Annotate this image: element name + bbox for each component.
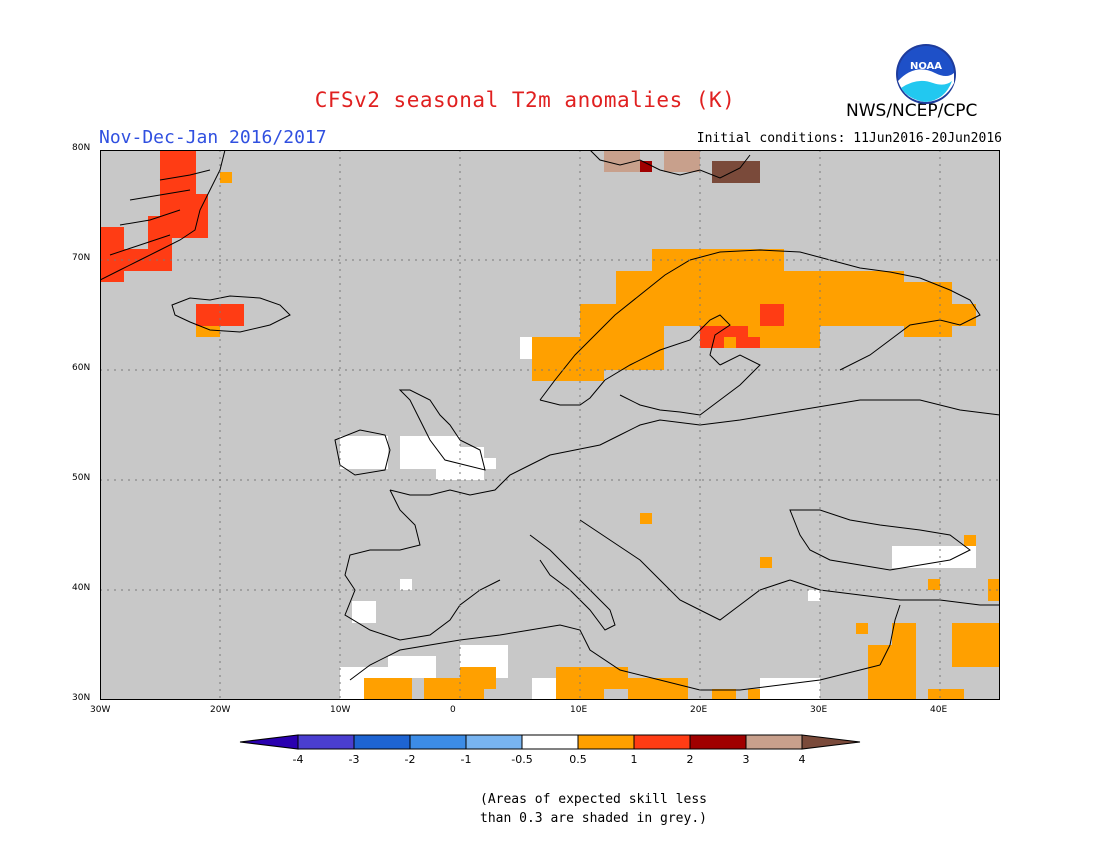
anomaly-cell: [664, 150, 700, 172]
lon-tick-label: 20E: [690, 705, 708, 715]
anomaly-cell: [964, 535, 976, 546]
anomaly-cell: [388, 656, 436, 678]
colorbar-segment: [745, 734, 803, 750]
lat-tick-label: 50N: [72, 473, 91, 483]
anomaly-cell: [640, 513, 652, 524]
noaa-logo-icon: NOAA: [895, 43, 957, 109]
colorbar: -4 -3 -2 -1 -0.5 0.5 1 2 3 4: [238, 733, 868, 777]
anomaly-cell: [760, 304, 784, 326]
map-title: CFSv2 seasonal T2m anomalies (K): [314, 88, 736, 112]
agency-label: NWS/NCEP/CPC: [846, 101, 978, 121]
colorbar-segment: [521, 734, 579, 750]
colorbar-segment: [353, 734, 411, 750]
anomaly-cell: [892, 623, 916, 678]
anomaly-cell: [808, 590, 820, 601]
lat-tick-label: 60N: [72, 363, 91, 373]
colorbar-tick-label: -3: [349, 753, 360, 766]
colorbar-tick-label: -2: [405, 753, 416, 766]
anomaly-cell: [628, 678, 688, 700]
colorbar-tick-label: -0.5: [511, 753, 532, 766]
anomaly-cell: [196, 304, 244, 326]
lat-tick-label: 40N: [72, 583, 91, 593]
anomaly-cell: [724, 326, 748, 337]
map-background: [100, 150, 1000, 700]
anomaly-map: [99, 149, 1001, 704]
anomaly-cell: [712, 161, 760, 183]
anomaly-cell: [856, 623, 868, 634]
forecast-period: Nov-Dec-Jan 2016/2017: [99, 127, 327, 148]
anomaly-cell: [460, 667, 496, 689]
lon-tick-label: 40E: [930, 705, 948, 715]
anomaly-cell: [196, 326, 220, 337]
colorbar-segment: [633, 734, 691, 750]
anomaly-cell: [892, 546, 976, 568]
colorbar-segment: [689, 734, 747, 750]
colorbar-tick-label: 3: [743, 753, 750, 766]
colorbar-min-triangle: [239, 734, 299, 750]
anomaly-cell: [532, 678, 556, 700]
anomaly-cell: [928, 689, 964, 700]
map-canvas: [99, 149, 1001, 701]
lon-tick-label: 10W: [330, 705, 351, 715]
anomaly-cell: [400, 579, 412, 590]
anomaly-cell: [760, 557, 772, 568]
lon-tick-label: 20W: [210, 705, 231, 715]
colorbar-tick-label: 0.5: [569, 753, 587, 766]
noaa-logo-text: NOAA: [910, 61, 942, 72]
anomaly-cell: [460, 458, 496, 469]
anomaly-cell: [700, 326, 724, 348]
lon-tick-label: 30W: [90, 705, 111, 715]
initial-conditions: Initial conditions: 11Jun2016-20Jun2016: [696, 131, 1002, 146]
coastlines: [99, 149, 1001, 691]
anomaly-cell: [988, 579, 1000, 601]
colorbar-segment: [465, 734, 523, 750]
anomaly-cell: [340, 436, 388, 469]
anomaly-cell: [904, 282, 952, 337]
lat-tick-label: 30N: [72, 693, 91, 703]
anomaly-cell: [580, 667, 628, 689]
colorbar-tick-label: -4: [293, 753, 304, 766]
anomaly-cell: [712, 689, 736, 700]
anomaly-cell: [952, 623, 1000, 667]
anomaly-cell: [928, 579, 940, 590]
anomaly-cell: [760, 678, 820, 700]
lat-tick-label: 80N: [72, 143, 91, 153]
anomaly-cell: [784, 271, 904, 326]
anomaly-cell: [364, 678, 412, 700]
lon-tick-label: 10E: [570, 705, 588, 715]
anomaly-cell: [352, 601, 376, 623]
skill-note-line-2: than 0.3 are shaded in grey.): [480, 811, 707, 826]
anomaly-cell: [220, 172, 232, 183]
colorbar-segment: [577, 734, 635, 750]
skill-note-line-1: (Areas of expected skill less: [480, 792, 707, 807]
colorbar-max-triangle: [801, 734, 861, 750]
anomaly-cell: [172, 194, 208, 238]
anomaly-cell: [640, 161, 652, 172]
anomaly-cell: [736, 337, 760, 348]
colorbar-tick-label: 1: [631, 753, 638, 766]
lat-tick-label: 70N: [72, 253, 91, 263]
anomaly-cell: [748, 689, 760, 700]
lon-tick-label: 30E: [810, 705, 828, 715]
colorbar-segment: [297, 734, 355, 750]
anomaly-cell: [604, 150, 640, 172]
colorbar-tick-label: -1: [461, 753, 472, 766]
colorbar-tick-label: 2: [687, 753, 694, 766]
colorbar-tick-label: 4: [799, 753, 806, 766]
colorbar-canvas: -4 -3 -2 -1 -0.5 0.5 1 2 3 4: [239, 734, 861, 766]
lon-tick-label: 0: [450, 705, 456, 715]
colorbar-segment: [409, 734, 467, 750]
